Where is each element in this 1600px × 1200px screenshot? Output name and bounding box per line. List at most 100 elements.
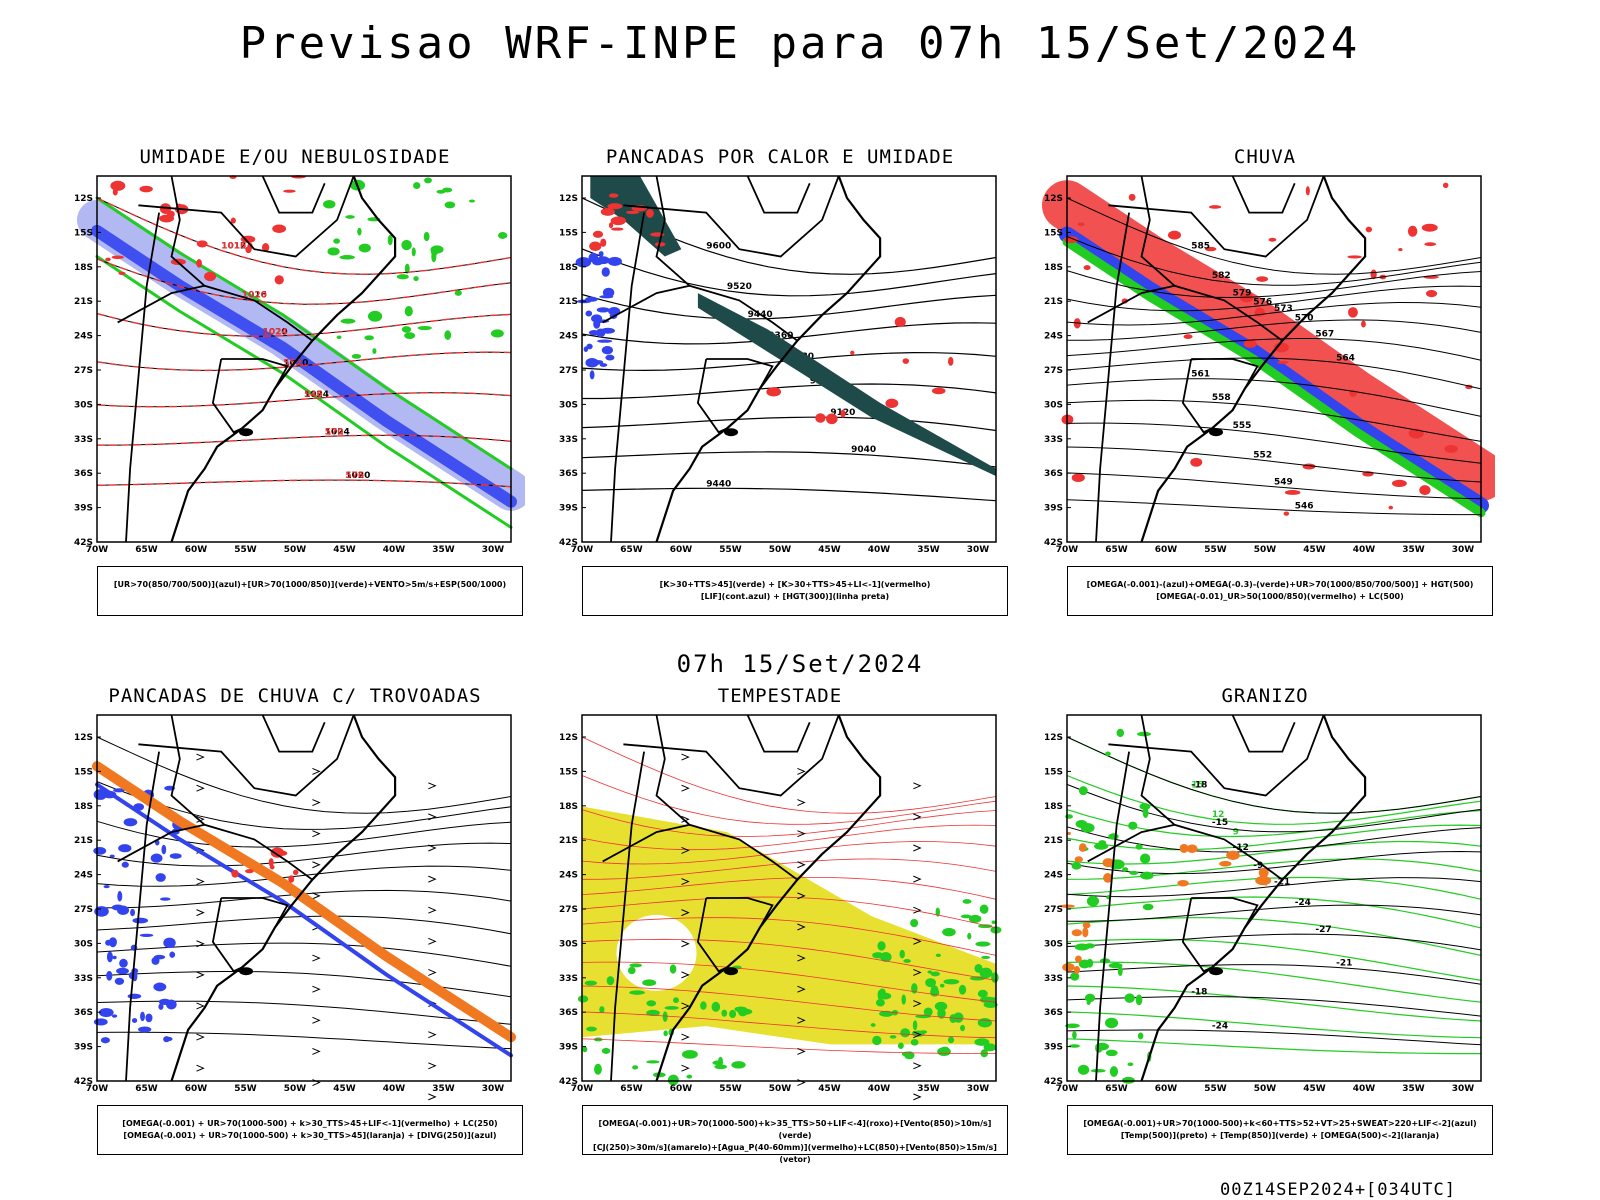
lon-tick-label: 70W — [571, 1084, 594, 1094]
red-rain-patch — [1305, 186, 1310, 196]
hgt500-contour — [1066, 319, 1482, 341]
lat-tick-label: 27S — [1044, 905, 1063, 915]
divergence-blue-patch — [163, 937, 176, 949]
humidity-core-band — [91, 224, 517, 508]
hgt500-contour — [1066, 499, 1481, 516]
lon-tick-label: 65W — [1105, 545, 1128, 555]
country-border — [261, 714, 326, 753]
lon-tick-label: 70W — [571, 545, 594, 555]
lat-tick-label: 39S — [74, 504, 93, 514]
contour-label: 582 — [1212, 271, 1231, 281]
temp850-contour — [1066, 985, 1482, 1022]
wind850-green-patch — [584, 980, 597, 986]
instability-red-patch — [231, 869, 239, 878]
streamline-arrow — [196, 940, 205, 948]
lat-tick-label: 33S — [559, 974, 578, 984]
lat-tick-label: 18S — [74, 263, 93, 273]
contour-label: 1024 — [325, 427, 350, 437]
red-rain-patch — [1128, 193, 1136, 201]
lc850-streamline — [581, 877, 997, 900]
divergence-blue-patch — [155, 873, 166, 882]
panel-trovoadas: PANCADAS DE CHUVA C/ TROVOADAS 12S 15S 18S… — [65, 685, 525, 1165]
red-rain-patch — [1077, 222, 1085, 227]
lif-contour-patch — [588, 330, 600, 336]
wind850-green-patch — [599, 1006, 605, 1014]
lat-tick-label: 27S — [559, 366, 578, 376]
wind850-green-patch — [935, 953, 941, 957]
divergence-blue-patch — [93, 847, 107, 855]
red-thickness-mark — [105, 257, 111, 262]
temp850-detail — [1140, 871, 1154, 880]
temp850-detail — [1128, 821, 1138, 830]
omega500-orange-patch — [1186, 844, 1198, 853]
lif-contour-patch — [583, 346, 589, 352]
lon-tick-label: 70W — [1056, 1084, 1079, 1094]
lat-tick-label: 33S — [559, 435, 578, 445]
divergence-blue-patch — [138, 1026, 152, 1033]
temp850-detail — [1098, 840, 1107, 846]
omega500-orange-patch — [1258, 867, 1269, 878]
lon-tick-label: 65W — [620, 1084, 643, 1094]
country-border — [125, 751, 160, 1082]
red-thickness-mark — [204, 271, 217, 282]
temp500-contour — [1066, 1029, 1482, 1046]
wind850-green-patch — [983, 1043, 997, 1052]
instability-red-patch — [245, 869, 254, 874]
lon-tick-label: 30W — [967, 545, 990, 555]
lat-tick-label: 24S — [559, 332, 578, 342]
li-instability-patch — [600, 238, 607, 247]
country-border — [1095, 212, 1130, 543]
wind850-green-patch — [930, 971, 940, 977]
temp850-detail — [1116, 728, 1125, 738]
contour-label: 9360 — [768, 331, 793, 341]
streamline-arrow — [428, 906, 437, 914]
lat-tick-label: 36S — [559, 469, 578, 479]
wind-vector — [913, 844, 922, 852]
lc850-streamline — [581, 824, 997, 851]
li-instability-patch — [600, 207, 615, 216]
wind850-green-patch — [734, 1006, 747, 1013]
wind850-green-patch — [977, 1018, 992, 1028]
lon-tick-label: 45W — [1303, 1084, 1326, 1094]
red-rain-patch — [1204, 246, 1217, 252]
wind850-green-patch — [729, 1009, 737, 1019]
wind-vector — [681, 1064, 690, 1072]
wind850-green-patch — [969, 976, 986, 981]
wind850-green-patch — [960, 1024, 966, 1032]
hgt500-contour — [1066, 285, 1482, 312]
red-thickness-mark — [139, 185, 153, 193]
wind850-green-patch — [900, 1028, 911, 1038]
wind850-green-patch — [919, 1030, 928, 1034]
temp850-detail — [1137, 1032, 1144, 1040]
green-humidity-patch — [358, 243, 371, 253]
country-border — [602, 284, 690, 324]
lif-contour-patch — [605, 354, 615, 361]
lat-tick-label: 42S — [559, 538, 578, 548]
wind850-green-patch — [646, 1009, 660, 1017]
lif-contour-patch — [585, 296, 598, 302]
hgt300-contour — [581, 248, 997, 297]
wind850-green-patch — [977, 989, 988, 998]
red-thickness-mark — [274, 275, 284, 285]
k-tts-band — [697, 293, 996, 477]
lon-tick-label: 30W — [1452, 545, 1475, 555]
red-rain-patch — [1407, 225, 1418, 237]
wind850-green-patch — [923, 1007, 933, 1017]
streamline-arrow — [428, 1093, 437, 1101]
lon-tick-label: 55W — [719, 1084, 742, 1094]
lat-tick-label: 24S — [1044, 871, 1063, 881]
lon-tick-label: 35W — [917, 1084, 940, 1094]
panel-legend: [OMEGA(-0.001)+UR>70(1000-500)+k<60+TTS>… — [1067, 1105, 1493, 1155]
lif-contour-patch — [596, 307, 610, 313]
red-rain-patch — [1243, 339, 1257, 348]
temp850-contour — [1066, 961, 1482, 1003]
green-humidity-patch — [444, 330, 452, 340]
red-rain-patch — [1268, 237, 1277, 242]
temp850-detail — [1086, 1000, 1091, 1005]
divergence-blue-patch — [119, 958, 128, 968]
temp850-contour — [1066, 876, 1482, 900]
green-humidity-patch — [396, 274, 409, 280]
lif-contour-patch — [595, 328, 606, 338]
country-border — [125, 212, 160, 543]
lon-tick-label: 60W — [1155, 545, 1178, 555]
